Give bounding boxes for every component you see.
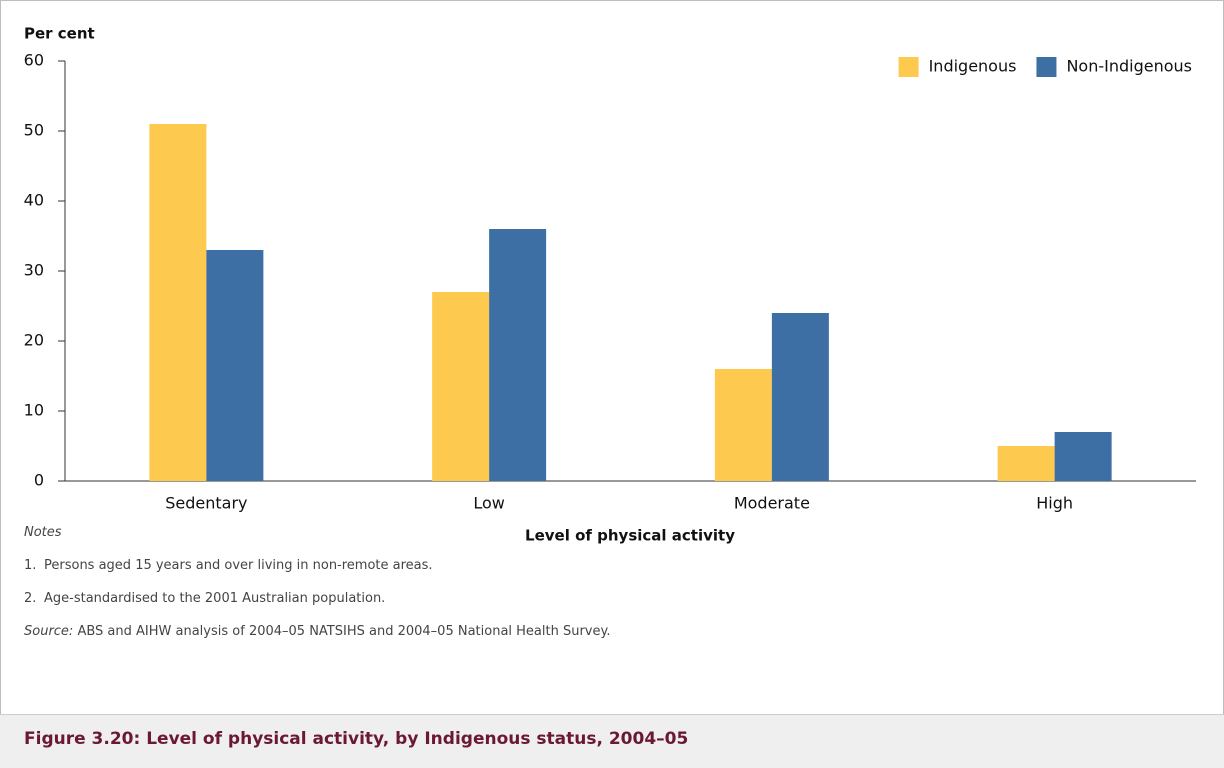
legend-swatch (1036, 57, 1057, 77)
chart: Per cent Level of physical activity 0 10 2… (24, 25, 1196, 545)
y-tick-label: 30 (24, 261, 44, 280)
note-number: 2. (24, 591, 37, 606)
bar (489, 229, 547, 481)
x-tick-label: Moderate (734, 494, 810, 513)
bar (432, 292, 490, 481)
note-number: 1. (24, 558, 37, 573)
x-tick-label: Sedentary (165, 494, 247, 513)
y-tick-label: 50 (24, 121, 44, 140)
y-tick-label: 20 (24, 331, 44, 350)
x-tick-label: Low (473, 494, 505, 513)
legend-label: Non-Indigenous (1066, 57, 1192, 76)
source: Source: ABS and AIHW analysis of 2004–05… (24, 624, 610, 639)
bar (149, 124, 207, 481)
y-axis-label: Per cent (24, 25, 95, 43)
y-tick-label: 10 (24, 401, 44, 420)
legend-label: Indigenous (929, 57, 1017, 76)
source-text: ABS and AIHW analysis of 2004–05 NATSIHS… (77, 624, 611, 639)
legend-swatch (898, 57, 919, 77)
note-text: Persons aged 15 years and over living in… (44, 558, 433, 573)
figure-title: Figure 3.20: Level of physical activity,… (24, 729, 689, 749)
y-tick-label: 0 (34, 471, 44, 490)
bar (1054, 432, 1112, 481)
y-tick-label: 60 (24, 51, 44, 70)
note-text: Age-standardised to the 2001 Australian … (44, 591, 386, 606)
notes-heading: Notes (24, 525, 62, 540)
bar (997, 446, 1055, 481)
x-axis-label: Level of physical activity (525, 527, 735, 545)
bar (771, 313, 829, 481)
bar (714, 369, 772, 481)
caption-bar: Figure 3.20: Level of physical activity,… (0, 714, 1224, 768)
y-tick-label: 40 (24, 191, 44, 210)
bar (206, 250, 264, 481)
source-label: Source: (24, 624, 74, 639)
x-tick-label: High (1036, 494, 1073, 513)
